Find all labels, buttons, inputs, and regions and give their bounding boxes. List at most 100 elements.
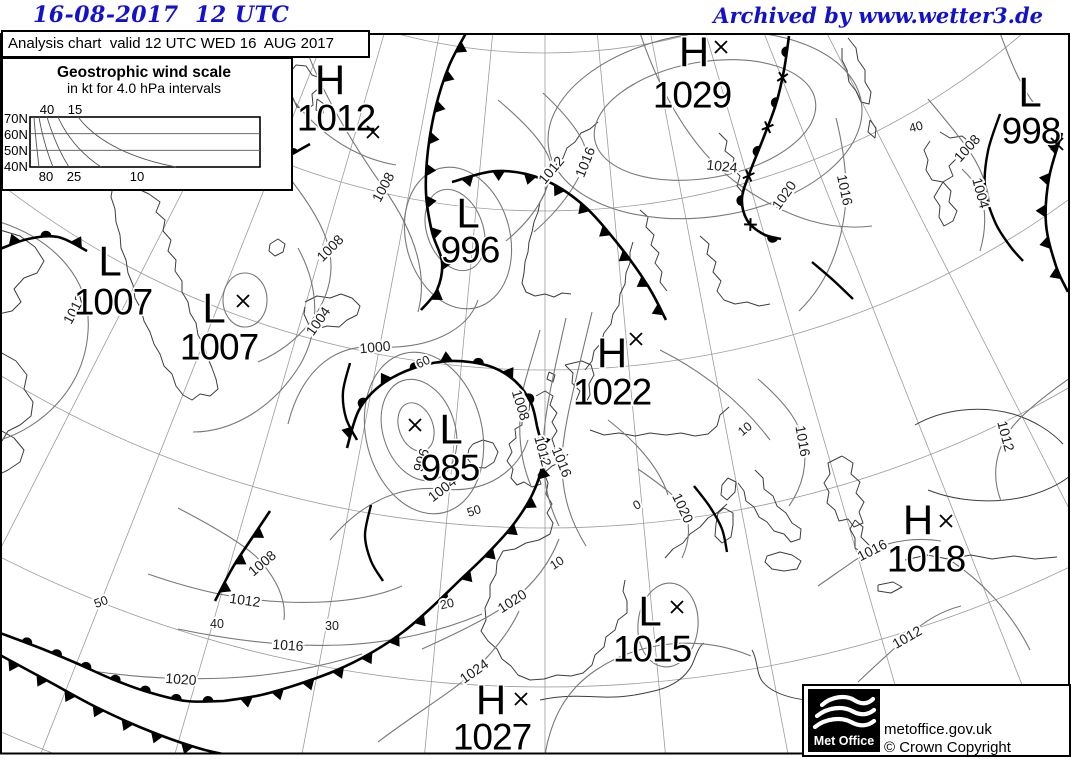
grid-label: 40 bbox=[907, 118, 924, 135]
isobar-label: 1020 bbox=[165, 670, 197, 688]
center-cross-icon bbox=[514, 692, 528, 706]
pressure-value: 1022 bbox=[573, 372, 651, 413]
front-trough bbox=[693, 485, 729, 553]
isobar-label: 1008 bbox=[509, 388, 533, 423]
pressure-letter: L bbox=[1018, 69, 1041, 116]
grid-label: 40 bbox=[210, 617, 224, 631]
isobar-label: 1016 bbox=[792, 424, 813, 458]
wind-scale-bottom-label: 80 bbox=[39, 169, 53, 184]
grid-label: 20 bbox=[439, 596, 456, 613]
isobar-label: 1008 bbox=[369, 169, 398, 204]
metoffice-url: metoffice.gov.uk bbox=[884, 721, 992, 738]
isobar-label: 1000 bbox=[359, 338, 392, 357]
center-cross-icon bbox=[408, 418, 422, 432]
pressure-value: 985 bbox=[421, 448, 480, 489]
front-cold bbox=[1035, 132, 1069, 293]
pressure-letter: H bbox=[476, 677, 506, 724]
front-occluded bbox=[341, 351, 539, 449]
isobar-label: 1004 bbox=[969, 176, 993, 210]
isobar-label: 1008 bbox=[951, 131, 984, 165]
wind-scale-bottom-label: 25 bbox=[67, 169, 81, 184]
metoffice-credit-box: Met Office metoffice.gov.uk © Crown Copy… bbox=[802, 684, 1071, 757]
metoffice-logo: Met Office bbox=[808, 689, 880, 752]
pressure-letter: L bbox=[456, 190, 479, 237]
isobar-label: 1020 bbox=[769, 177, 800, 212]
chart-datetime: 16-08-2017 12 UTC bbox=[33, 2, 290, 28]
wind-scale-lat-label: 60N bbox=[4, 127, 28, 142]
pressure-letter: H bbox=[679, 33, 709, 76]
pressure-value: 1015 bbox=[613, 629, 692, 670]
center-cross-icon bbox=[714, 40, 728, 54]
archive-credit: Archived by www.wetter3.de bbox=[713, 3, 1043, 28]
fronts bbox=[1, 34, 1069, 754]
pressure-letter: H bbox=[315, 57, 345, 104]
front-trough bbox=[983, 113, 1024, 262]
analysis-title-box: Analysis chart valid 12 UTC WED 16 AUG 2… bbox=[1, 30, 370, 58]
isobar-label: 1016 bbox=[272, 636, 304, 654]
pressure-value: 1007 bbox=[180, 327, 258, 368]
pressure-value: 1027 bbox=[453, 717, 531, 758]
isobar-label: 1024 bbox=[706, 156, 739, 175]
center-cross-icon bbox=[236, 294, 250, 308]
grid-label: 50 bbox=[92, 593, 110, 611]
center-cross-icon bbox=[366, 125, 380, 139]
grid-label: 30 bbox=[325, 619, 339, 633]
pressure-value: 1029 bbox=[653, 75, 731, 116]
center-cross-icon bbox=[629, 332, 643, 346]
pressure-letter: L bbox=[202, 285, 225, 332]
pressure-value: 1007 bbox=[74, 282, 152, 323]
isobar-label: 1004 bbox=[303, 303, 334, 338]
front-cold bbox=[213, 510, 272, 602]
grid-label: 10 bbox=[735, 419, 755, 439]
wind-scale-subtitle: in kt for 4.0 hPa intervals bbox=[67, 80, 221, 96]
front-trough bbox=[811, 261, 854, 300]
center-cross-icon bbox=[670, 600, 684, 614]
pressure-letter: L bbox=[98, 238, 121, 285]
map-frame bbox=[0, 33, 1070, 755]
front-cold bbox=[223, 425, 551, 708]
wind-scale-frame bbox=[29, 116, 261, 168]
front-trough bbox=[341, 362, 359, 441]
grid-label: 10 bbox=[547, 553, 566, 572]
wind-scale-lat-label: 50N bbox=[4, 143, 28, 158]
grid-label: 50 bbox=[465, 502, 483, 520]
isobar-label: 1016 bbox=[834, 173, 856, 207]
crown-copyright: © Crown Copyright bbox=[884, 739, 1011, 756]
pressure-value: 996 bbox=[441, 230, 500, 271]
front-trough bbox=[363, 504, 385, 582]
wind-scale-lat-label: 40N bbox=[4, 159, 28, 174]
center-cross-icon bbox=[1050, 137, 1064, 151]
front-occluded bbox=[1, 230, 88, 253]
isobar-label: 1008 bbox=[313, 231, 346, 264]
isobars bbox=[1, 34, 1069, 754]
front-cold bbox=[1, 654, 231, 754]
wind-scale-title: Geostrophic wind scale bbox=[57, 64, 231, 81]
wind-scale-lat-label: 70N bbox=[4, 111, 28, 126]
front-cold bbox=[451, 169, 668, 321]
metoffice-text: metoffice.gov.uk © Crown Copyright bbox=[884, 721, 1011, 757]
isobar-label: 1016 bbox=[854, 536, 889, 564]
wind-scale-curves bbox=[33, 116, 177, 168]
pressure-letter: H bbox=[597, 330, 627, 377]
wind-scale-top-label: 15 bbox=[68, 102, 82, 117]
pressure-value: 1018 bbox=[887, 539, 965, 580]
pressure-letter: L bbox=[638, 588, 661, 635]
front-warm_cross bbox=[736, 35, 791, 243]
front-cold bbox=[419, 34, 468, 311]
wind-scale-diagram: Geostrophic wind scale in kt for 4.0 hPa… bbox=[4, 64, 261, 184]
